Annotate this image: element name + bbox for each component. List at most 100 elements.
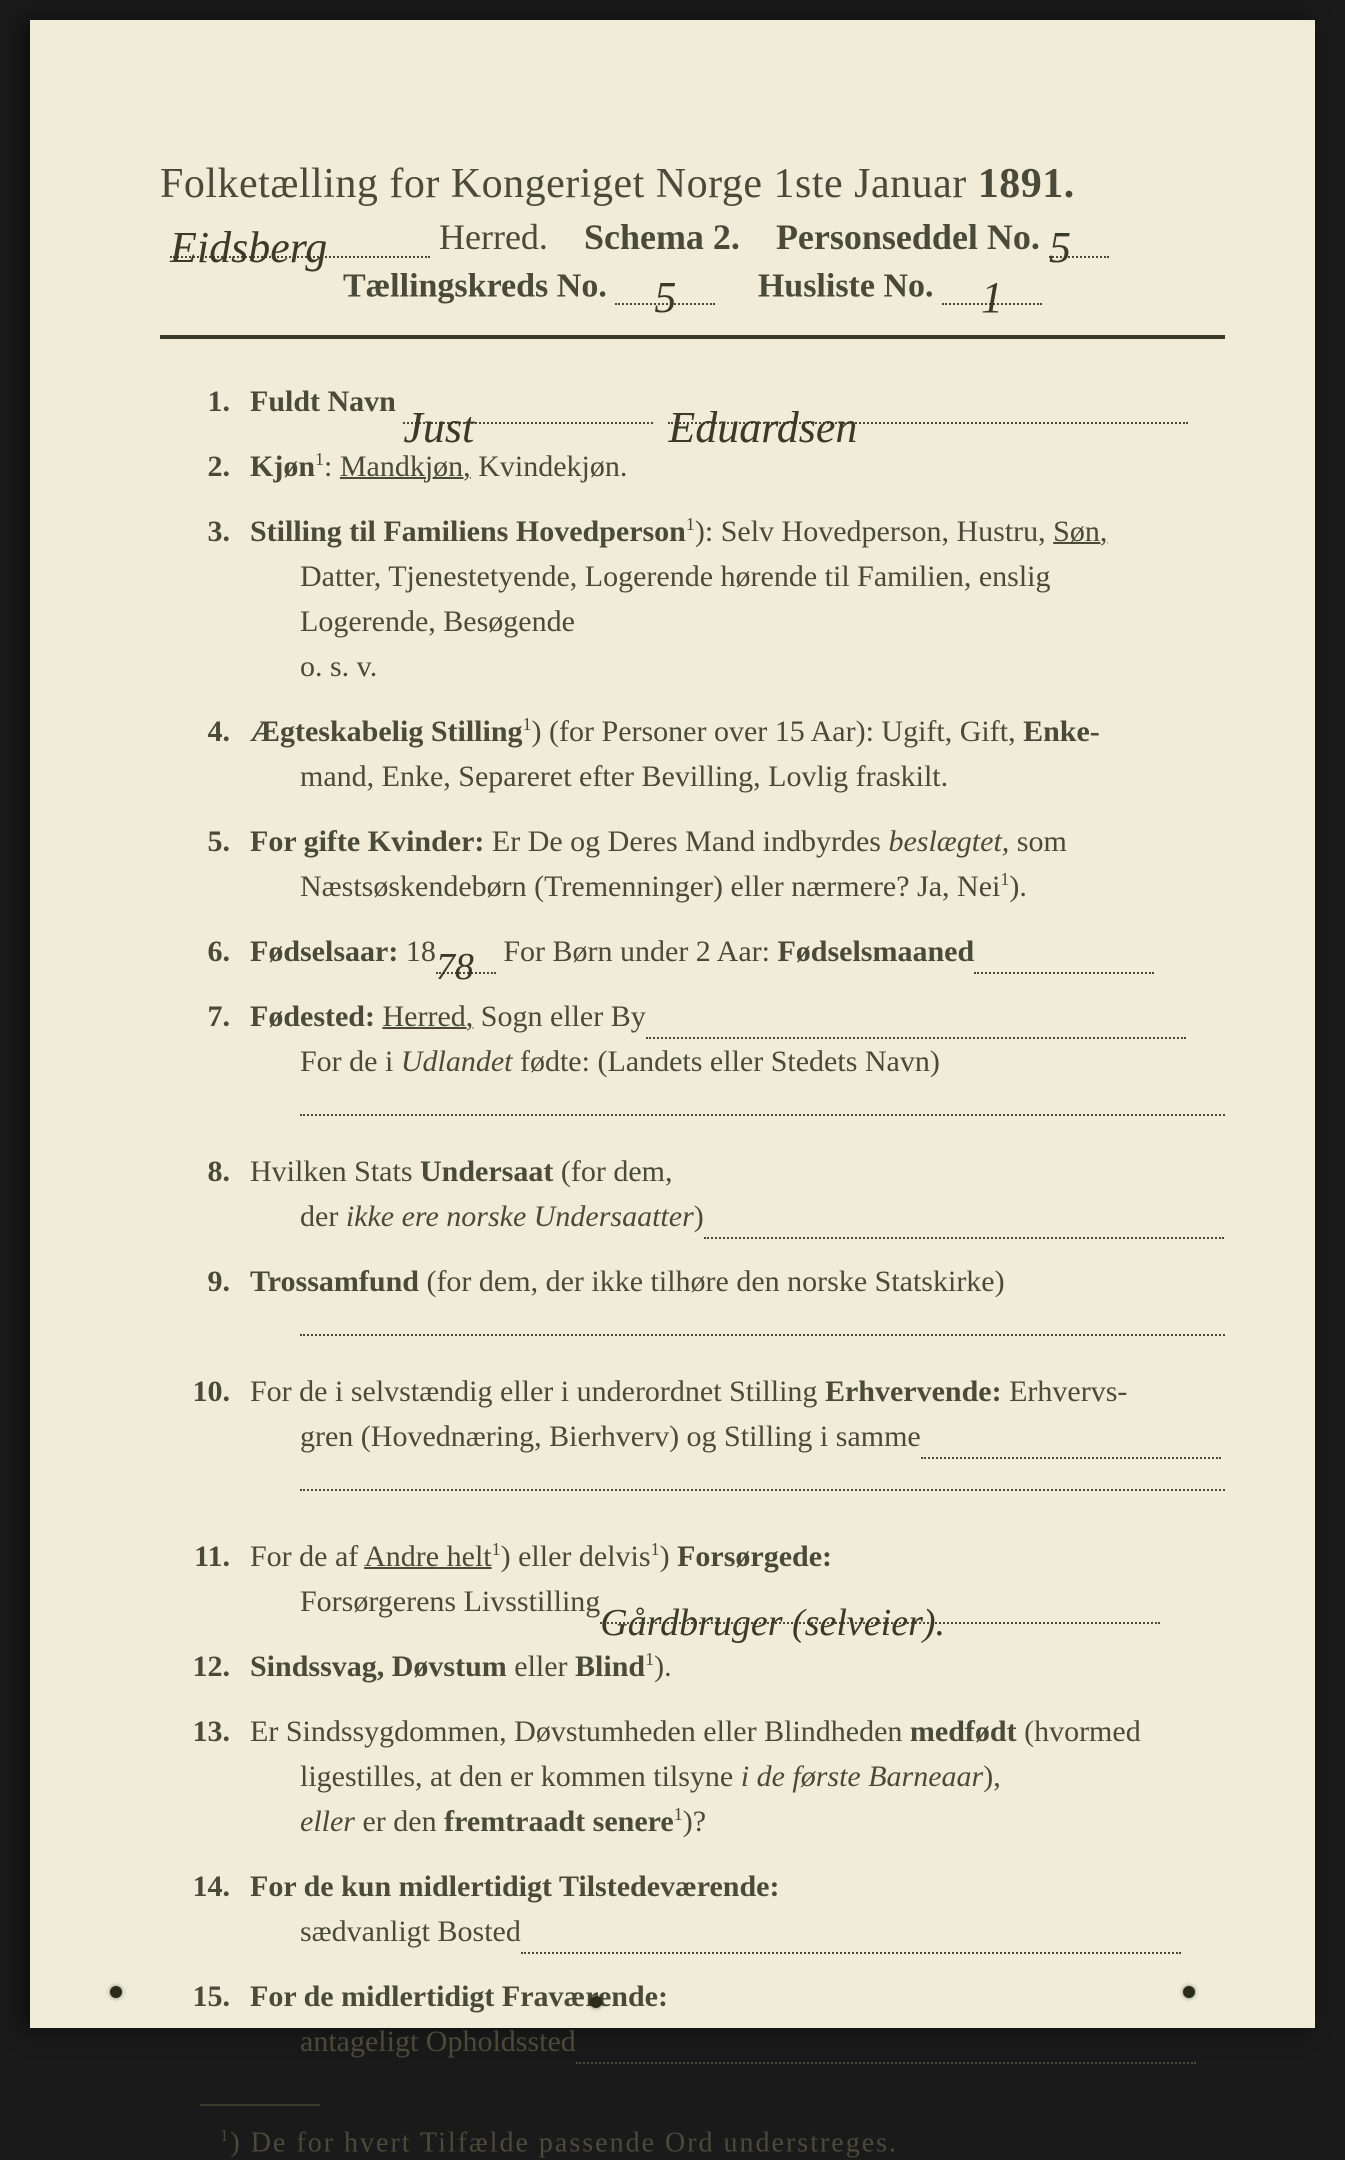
item-5-line1b: beslægtet,	[888, 825, 1009, 858]
item-8-line2: der ikke ere norske Undersaatter)	[250, 1194, 1225, 1239]
item-9-line2	[250, 1304, 1225, 1349]
item-4-line1: ) (for Personer over 15 Aar): Ugift, Gif…	[532, 715, 1100, 748]
item-5-body: For gifte Kvinder: Er De og Deres Mand i…	[250, 819, 1225, 909]
item-5-num: 5.	[160, 819, 250, 909]
document-paper: Folketælling for Kongeriget Norge 1ste J…	[30, 20, 1315, 2028]
header-rule	[160, 335, 1225, 339]
item-9-label: Trossamfund	[250, 1265, 419, 1298]
item-11-num: 11.	[160, 1534, 250, 1624]
husliste-field: 1	[942, 266, 1042, 305]
item-12-num: 12.	[160, 1644, 250, 1689]
item-2-label: Kjøn	[250, 450, 315, 483]
header-herred-line: Eidsberg Herred. Schema 2. Personseddel …	[160, 216, 1225, 258]
item-13-l1c: (hvormed	[1017, 1715, 1141, 1748]
personseddel-field: 5	[1049, 216, 1109, 258]
item-1: 1. Fuldt Navn Just Eduardsen	[160, 379, 1225, 424]
item-13-line2: ligestilles, at den er kommen tilsyne i …	[250, 1754, 1225, 1799]
month-field	[974, 939, 1154, 974]
item-11-line2: Forsørgerens LivsstillingGårdbruger (sel…	[250, 1579, 1225, 1624]
item-11-body: For de af Andre helt1) eller delvis1) Fo…	[250, 1534, 1225, 1624]
item-13-line3: eller er den fremtraadt senere1)?	[250, 1799, 1225, 1844]
item-11-l1f: Forsørgede:	[677, 1540, 832, 1573]
item-6-label2: Fødselsmaaned	[777, 935, 974, 968]
item-11-field: Gårdbruger (selveier).	[600, 1589, 1160, 1624]
item-13: 13. Er Sindssygdommen, Døvstumheden elle…	[160, 1709, 1225, 1844]
birthplace-field	[646, 1004, 1186, 1039]
item-13-num: 13.	[160, 1709, 250, 1844]
item-7-num: 7.	[160, 994, 250, 1129]
item-3-line2: Datter, Tjenestetyende, Logerende hørend…	[250, 554, 1225, 599]
footnote-text: ) De for hvert Tilfælde passende Ord und…	[230, 2128, 898, 2159]
item-8-body: Hvilken Stats Undersaat (for dem, der ik…	[250, 1149, 1225, 1239]
item-8-l1b: Undersaat	[420, 1155, 553, 1188]
tkreds-value: 5	[654, 273, 676, 322]
item-11-sup2: 1	[651, 1539, 660, 1559]
husliste-label: Husliste No.	[758, 267, 934, 304]
item-13-l1a: Er Sindssygdommen, Døvstumheden eller Bl…	[250, 1715, 910, 1748]
document-content: Folketælling for Kongeriget Norge 1ste J…	[160, 160, 1225, 2160]
item-11-sup1: 1	[492, 1539, 501, 1559]
item-4-line2: mand, Enke, Separeret efter Bevilling, L…	[250, 754, 1225, 799]
item-14-l1: For de kun midlertidigt Tilstedeværende:	[250, 1870, 779, 1903]
item-14-num: 14.	[160, 1864, 250, 1954]
item-3-body: Stilling til Familiens Hovedperson1): Se…	[250, 509, 1225, 689]
pinhole-left	[110, 1986, 122, 1998]
item-5-line1c: som	[1009, 825, 1067, 858]
item-7-l2c: fødte: (Landets eller Stedets Navn)	[512, 1045, 939, 1078]
item-10-l1b: Erhvervende:	[825, 1375, 1002, 1408]
tkreds-label: Tællingskreds No.	[343, 267, 607, 304]
item-15-body: For de midlertidigt Fraværende: antageli…	[250, 1974, 1225, 2064]
item-5-line1a: Er De og Deres Mand indbyrdes	[484, 825, 888, 858]
item-13-l3c: fremtraadt senere	[444, 1805, 674, 1838]
pinhole-right	[1183, 1986, 1195, 1998]
item-10-field1	[921, 1424, 1221, 1459]
item-4-label: Ægteskabelig Stilling	[250, 715, 523, 748]
item-13-l2c: ),	[983, 1760, 1001, 1793]
item-5: 5. For gifte Kvinder: Er De og Deres Man…	[160, 819, 1225, 909]
item-8-l2b: ikke ere norske Undersaatter	[346, 1200, 694, 1233]
item-3-num: 3.	[160, 509, 250, 689]
item-4-body: Ægteskabelig Stilling1) (for Personer ov…	[250, 709, 1225, 799]
item-8-l2c: )	[694, 1200, 704, 1233]
item-13-l1b: medfødt	[910, 1715, 1017, 1748]
item-7-body: Fødested: Herred, Sogn eller By For de i…	[250, 994, 1225, 1129]
item-11-l1d: ) eller delvis	[501, 1540, 651, 1573]
item-15-field	[576, 2029, 1196, 2064]
personseddel-label: Personseddel No.	[776, 217, 1040, 257]
item-14: 14. For de kun midlertidigt Tilstedevære…	[160, 1864, 1225, 1954]
item-10-blank	[300, 1459, 1225, 1491]
item-8: 8. Hvilken Stats Undersaat (for dem, der…	[160, 1149, 1225, 1239]
item-13-l3a: eller	[300, 1805, 355, 1838]
item-13-l3d: )?	[683, 1805, 706, 1838]
item-2-sup: 1	[315, 449, 324, 469]
item-11-l1a: For de af	[250, 1540, 364, 1573]
item-10-l1c: Erhvervs-	[1002, 1375, 1128, 1408]
item-15: 15. For de midlertidigt Fraværende: anta…	[160, 1974, 1225, 2064]
item-15-num: 15.	[160, 1974, 250, 2064]
item-2-opts: : Mandkjøn, Kvindekjøn.	[324, 450, 627, 483]
item-12-sup: 1	[645, 1649, 654, 1669]
item-3-line4: o. s. v.	[250, 644, 1225, 689]
item-6-body: Fødselsaar: 1878 For Børn under 2 Aar: F…	[250, 929, 1225, 974]
item-14-field	[521, 1919, 1181, 1954]
item-12-label2: Blind	[575, 1650, 645, 1683]
item-12-body: Sindssvag, Døvstum eller Blind1).	[250, 1644, 1225, 1689]
header-title-line: Folketælling for Kongeriget Norge 1ste J…	[160, 160, 1225, 208]
item-11-l1b: Andre	[364, 1540, 439, 1573]
item-3: 3. Stilling til Familiens Hovedperson1):…	[160, 509, 1225, 689]
item-15-l1: For de midlertidigt Fraværende:	[250, 1980, 668, 2013]
herred-label: Herred.	[439, 217, 548, 257]
item-11-l1e: )	[660, 1540, 678, 1573]
item-12-label: Sindssvag, Døvstum	[250, 1650, 507, 1683]
year-value: 78	[436, 946, 474, 988]
item-7-line3	[250, 1084, 1225, 1129]
item-3-label: Stilling til Familiens Hovedperson	[250, 515, 686, 548]
item-11-value: Gårdbruger (selveier).	[600, 1602, 945, 1644]
footnote-sup: 1	[220, 2126, 230, 2145]
name-last-field: Eduardsen	[668, 389, 1188, 424]
herred-value: Eidsberg	[170, 223, 327, 272]
item-1-body: Fuldt Navn Just Eduardsen	[250, 379, 1225, 424]
item-6-label: Fødselsaar:	[250, 935, 398, 968]
item-5-line2: Næstsøskendebørn (Tremenninger) eller næ…	[250, 864, 1225, 909]
item-5-line2-end: ).	[1009, 870, 1027, 903]
